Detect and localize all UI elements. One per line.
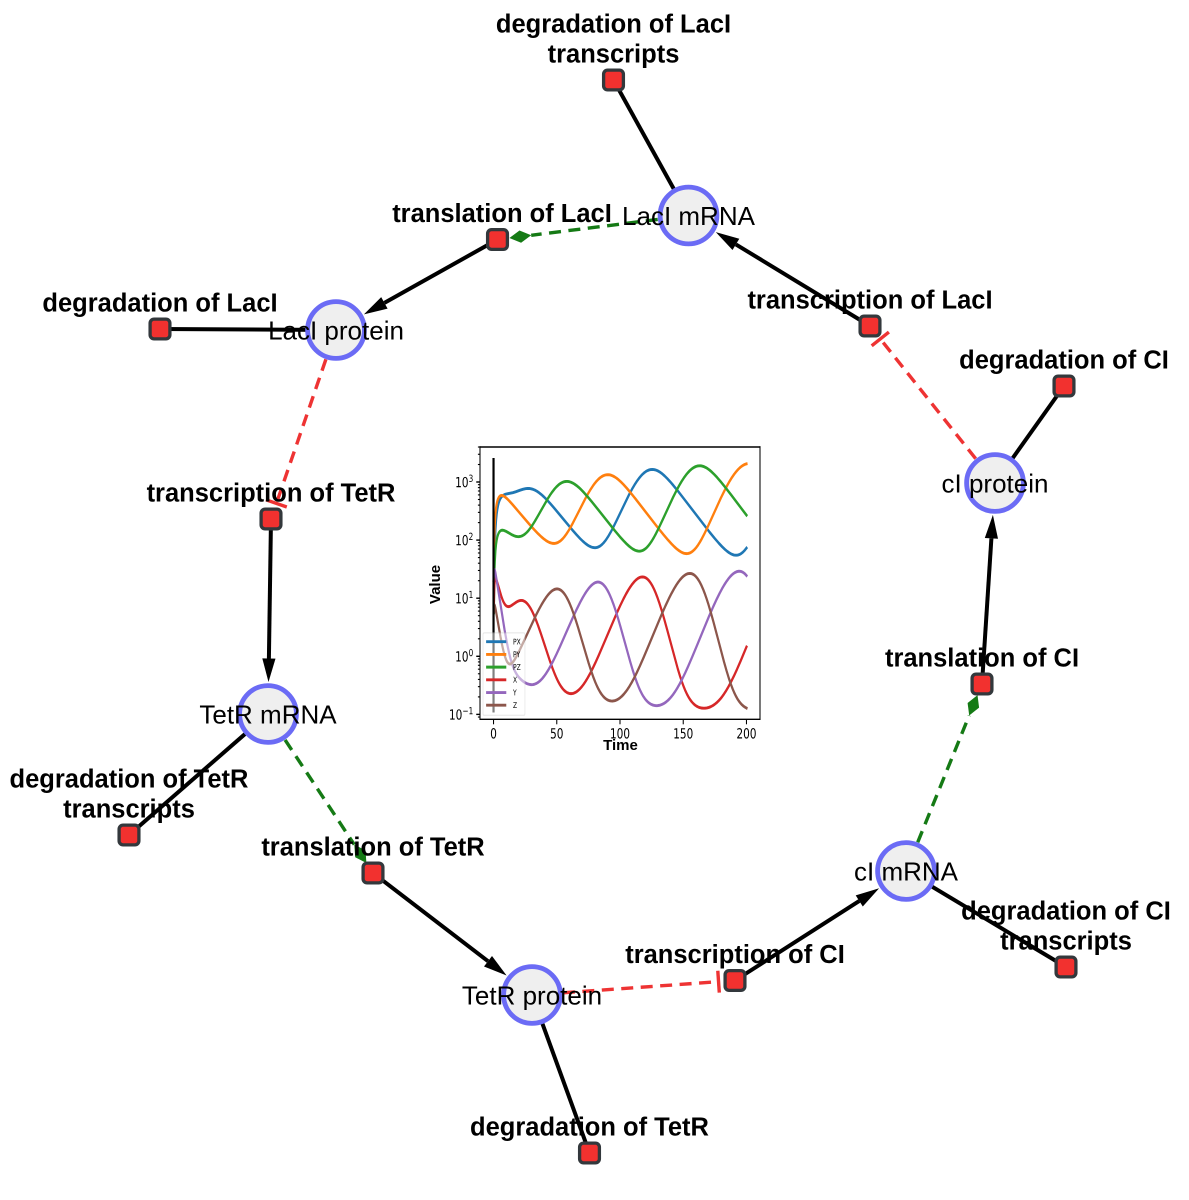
svg-text:Time: Time — [603, 737, 638, 754]
svg-text:translation of LacI: translation of LacI — [392, 200, 612, 228]
svg-text:degradation of CI: degradation of CI — [961, 898, 1171, 926]
svg-text:transcripts: transcripts — [548, 41, 680, 69]
svg-text:translation of CI: translation of CI — [885, 645, 1079, 673]
svg-text:transcription of LacI: transcription of LacI — [747, 287, 992, 315]
svg-text:transcripts: transcripts — [63, 796, 195, 824]
svg-text:TetR protein: TetR protein — [462, 980, 602, 1010]
svg-text:LacI mRNA: LacI mRNA — [622, 201, 756, 231]
svg-text:transcripts: transcripts — [1000, 928, 1132, 956]
svg-text:LacI protein: LacI protein — [268, 315, 404, 345]
svg-text:degradation of LacI: degradation of LacI — [496, 11, 731, 39]
svg-text:cI mRNA: cI mRNA — [854, 856, 959, 886]
svg-text:degradation of LacI: degradation of LacI — [42, 290, 277, 318]
svg-text:translation of TetR: translation of TetR — [261, 834, 484, 862]
svg-text:TetR mRNA: TetR mRNA — [199, 699, 337, 729]
svg-text:degradation of TetR: degradation of TetR — [470, 1114, 709, 1142]
svg-text:Value: Value — [427, 565, 444, 604]
svg-text:degradation of TetR: degradation of TetR — [10, 766, 249, 794]
svg-text:cI protein: cI protein — [942, 468, 1049, 498]
svg-text:transcription of CI: transcription of CI — [625, 941, 845, 969]
svg-text:degradation of CI: degradation of CI — [959, 347, 1169, 375]
svg-text:transcription of TetR: transcription of TetR — [147, 480, 396, 508]
